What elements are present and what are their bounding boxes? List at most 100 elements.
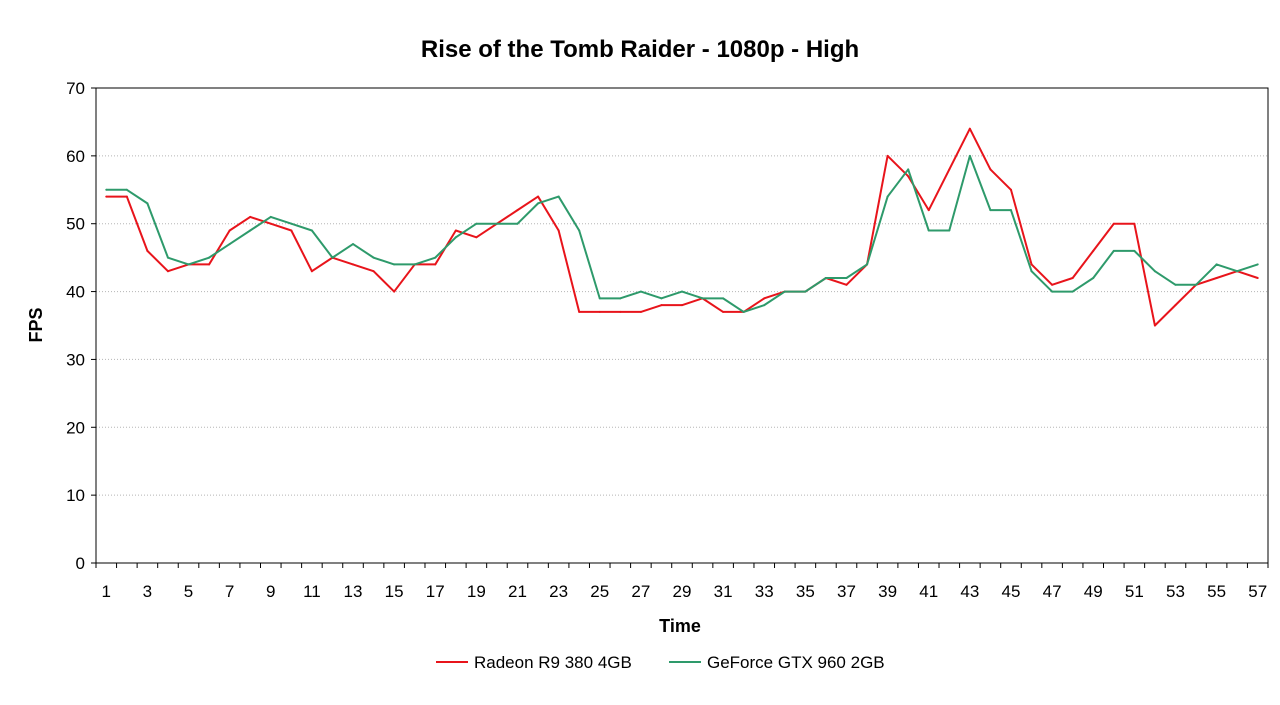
x-tick-label: 37 bbox=[837, 582, 856, 601]
data-point-series-1 bbox=[290, 222, 293, 225]
data-point-series-0 bbox=[537, 195, 540, 198]
data-point-series-1 bbox=[968, 154, 971, 157]
data-point-series-0 bbox=[763, 297, 766, 300]
y-axis-title: FPS bbox=[26, 307, 46, 342]
data-point-series-0 bbox=[1030, 263, 1033, 266]
x-tick-label: 31 bbox=[714, 582, 733, 601]
data-point-series-1 bbox=[742, 310, 745, 313]
data-point-series-1 bbox=[866, 263, 869, 266]
data-point-series-1 bbox=[454, 236, 457, 239]
series-line-0 bbox=[106, 127, 1259, 327]
x-tick-label: 1 bbox=[102, 582, 111, 601]
data-point-series-0 bbox=[269, 222, 272, 225]
data-point-series-0 bbox=[1071, 277, 1074, 279]
y-tick-label: 60 bbox=[66, 147, 85, 166]
data-point-series-1 bbox=[763, 304, 766, 307]
data-point-series-1 bbox=[269, 215, 272, 218]
y-tick-label: 70 bbox=[66, 79, 85, 98]
y-tick-label: 20 bbox=[66, 418, 85, 437]
data-point-series-1 bbox=[886, 195, 889, 198]
chart-title: Rise of the Tomb Raider - 1080p - High bbox=[421, 36, 859, 63]
data-point-series-1 bbox=[701, 297, 704, 300]
data-point-series-1 bbox=[146, 202, 149, 205]
x-tick-label: 29 bbox=[673, 582, 692, 601]
data-point-series-1 bbox=[187, 263, 190, 266]
y-tick-label: 40 bbox=[66, 283, 85, 302]
data-point-series-0 bbox=[578, 310, 581, 313]
data-point-series-1 bbox=[495, 222, 498, 225]
data-point-series-0 bbox=[228, 229, 231, 232]
data-point-series-1 bbox=[434, 256, 437, 259]
x-tick-label: 53 bbox=[1166, 582, 1185, 601]
x-tick-label: 3 bbox=[143, 582, 152, 601]
data-point-series-1 bbox=[537, 202, 540, 205]
x-tick-label: 43 bbox=[960, 582, 979, 601]
y-tick-label: 0 bbox=[76, 554, 85, 573]
x-tick-label: 57 bbox=[1248, 582, 1267, 601]
data-point-series-0 bbox=[845, 283, 848, 286]
x-tick-label: 19 bbox=[467, 582, 486, 601]
data-point-series-0 bbox=[434, 263, 437, 266]
data-point-series-0 bbox=[907, 175, 910, 178]
data-point-series-0 bbox=[619, 310, 622, 313]
data-point-series-0 bbox=[146, 249, 149, 252]
data-point-series-1 bbox=[927, 229, 930, 232]
data-point-series-1 bbox=[310, 229, 313, 232]
data-point-series-1 bbox=[475, 222, 478, 225]
x-tick-label: 45 bbox=[1002, 582, 1021, 601]
x-tick-label: 13 bbox=[344, 582, 363, 601]
data-point-series-0 bbox=[310, 270, 313, 273]
data-point-series-0 bbox=[208, 263, 211, 266]
data-point-series-1 bbox=[1112, 249, 1115, 252]
data-point-series-1 bbox=[1256, 263, 1259, 266]
x-tick-label: 41 bbox=[919, 582, 938, 601]
x-tick-label: 49 bbox=[1084, 582, 1103, 601]
data-point-series-0 bbox=[598, 310, 601, 313]
data-point-series-0 bbox=[681, 304, 683, 307]
data-point-series-1 bbox=[804, 290, 807, 293]
series-line-1 bbox=[106, 154, 1259, 313]
data-point-series-1 bbox=[249, 229, 252, 232]
y-tick-label: 50 bbox=[66, 215, 85, 234]
data-point-series-1 bbox=[516, 222, 519, 225]
data-point-series-1 bbox=[619, 297, 622, 300]
data-point-series-0 bbox=[1112, 222, 1115, 225]
data-point-series-1 bbox=[1051, 290, 1054, 293]
x-tick-label: 17 bbox=[426, 582, 445, 601]
data-point-series-0 bbox=[352, 263, 355, 266]
data-point-series-0 bbox=[1153, 324, 1156, 327]
data-point-series-1 bbox=[393, 263, 396, 266]
data-point-series-0 bbox=[660, 304, 663, 307]
data-point-series-1 bbox=[125, 188, 128, 191]
data-point-series-1 bbox=[660, 297, 663, 300]
x-tick-label: 27 bbox=[631, 582, 650, 601]
gridlines bbox=[96, 155, 1268, 496]
data-point-series-1 bbox=[228, 243, 231, 246]
data-point-series-0 bbox=[639, 310, 642, 313]
data-point-series-1 bbox=[948, 229, 951, 232]
data-point-series-1 bbox=[331, 256, 334, 259]
data-point-series-1 bbox=[352, 243, 355, 246]
data-point-series-0 bbox=[1174, 304, 1177, 307]
x-tick-label: 51 bbox=[1125, 582, 1144, 601]
x-tick-label: 7 bbox=[225, 582, 234, 601]
data-point-series-0 bbox=[1256, 277, 1259, 279]
data-point-series-1 bbox=[722, 297, 725, 300]
plot-area bbox=[95, 87, 1269, 564]
x-tick-label: 5 bbox=[184, 582, 193, 601]
x-tick-label: 21 bbox=[508, 582, 527, 601]
x-tick-label: 15 bbox=[385, 582, 404, 601]
legend-label-0: Radeon R9 380 4GB bbox=[474, 653, 632, 672]
y-tick-label: 10 bbox=[66, 486, 85, 505]
data-point-series-0 bbox=[105, 195, 108, 198]
data-point-series-0 bbox=[372, 270, 375, 273]
data-point-series-1 bbox=[372, 256, 375, 259]
data-point-series-0 bbox=[454, 229, 457, 232]
data-point-series-0 bbox=[989, 168, 992, 171]
x-tick-label: 23 bbox=[549, 582, 568, 601]
data-point-series-0 bbox=[927, 209, 930, 212]
data-point-series-1 bbox=[1009, 209, 1012, 212]
data-point-series-1 bbox=[1133, 249, 1136, 252]
data-point-series-1 bbox=[1236, 270, 1239, 273]
